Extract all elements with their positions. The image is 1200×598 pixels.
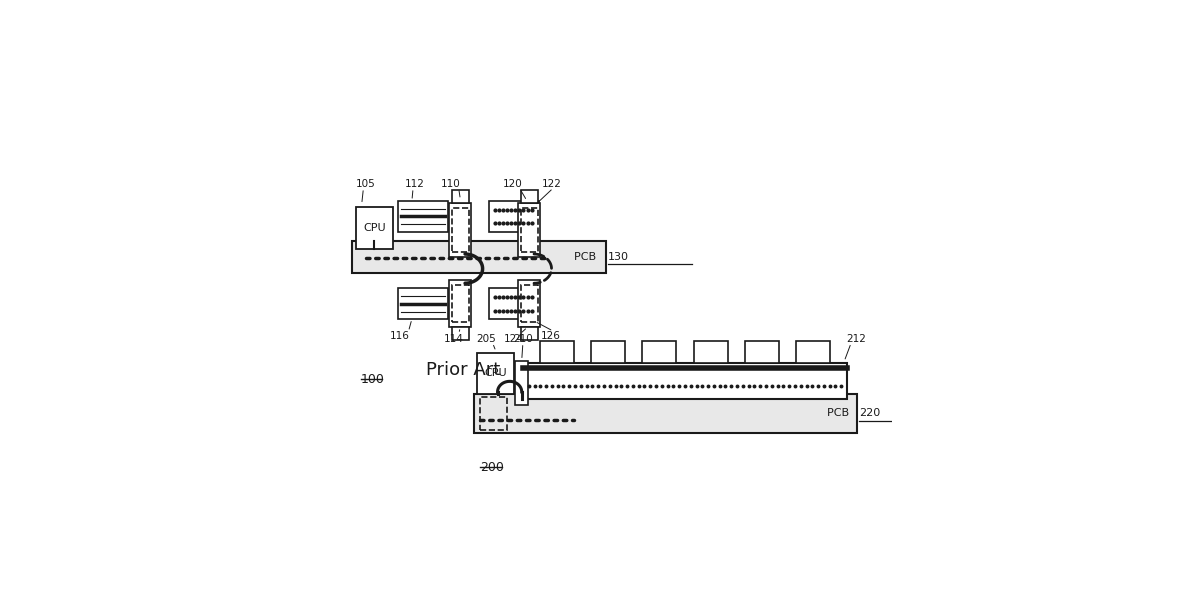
Bar — [356, 208, 392, 249]
Bar — [521, 208, 538, 252]
Text: 122: 122 — [542, 179, 562, 189]
Text: 116: 116 — [390, 331, 409, 341]
Bar — [592, 341, 625, 363]
Bar — [515, 362, 528, 405]
Bar — [449, 280, 472, 327]
Text: 220: 220 — [859, 408, 880, 419]
Text: 110: 110 — [442, 179, 461, 189]
Text: CPU: CPU — [362, 223, 385, 233]
Bar — [521, 327, 538, 340]
Text: 114: 114 — [444, 334, 464, 344]
Text: 130: 130 — [607, 252, 629, 262]
Bar — [642, 341, 677, 363]
Bar — [478, 353, 514, 393]
Bar — [352, 240, 606, 273]
Bar — [398, 288, 448, 319]
Text: 100: 100 — [360, 373, 384, 386]
Text: CPU: CPU — [485, 368, 508, 378]
Bar — [451, 208, 469, 252]
Bar — [521, 190, 538, 203]
Text: 200: 200 — [480, 462, 504, 474]
Bar — [490, 201, 539, 232]
Text: 212: 212 — [846, 334, 865, 344]
Text: 126: 126 — [540, 331, 560, 341]
Text: 105: 105 — [356, 179, 376, 189]
Text: 205: 205 — [476, 334, 496, 344]
Bar — [474, 393, 857, 434]
Text: PCB: PCB — [575, 252, 600, 262]
Bar — [398, 201, 448, 232]
Bar — [796, 341, 830, 363]
Text: PCB: PCB — [827, 408, 852, 419]
Bar — [518, 203, 540, 257]
Bar — [518, 280, 540, 327]
Text: 124: 124 — [504, 334, 523, 344]
Text: 112: 112 — [404, 179, 425, 189]
Text: 210: 210 — [514, 334, 533, 344]
Bar — [694, 341, 727, 363]
Bar — [490, 288, 539, 319]
Text: Prior Art: Prior Art — [426, 362, 500, 380]
Bar — [452, 327, 468, 340]
Bar — [451, 285, 469, 322]
Bar — [540, 341, 574, 363]
Bar — [452, 190, 468, 203]
Bar — [523, 363, 847, 399]
Bar — [745, 341, 779, 363]
Bar — [480, 396, 506, 431]
Bar — [449, 203, 472, 257]
Bar — [521, 285, 538, 322]
Text: 120: 120 — [503, 179, 522, 189]
